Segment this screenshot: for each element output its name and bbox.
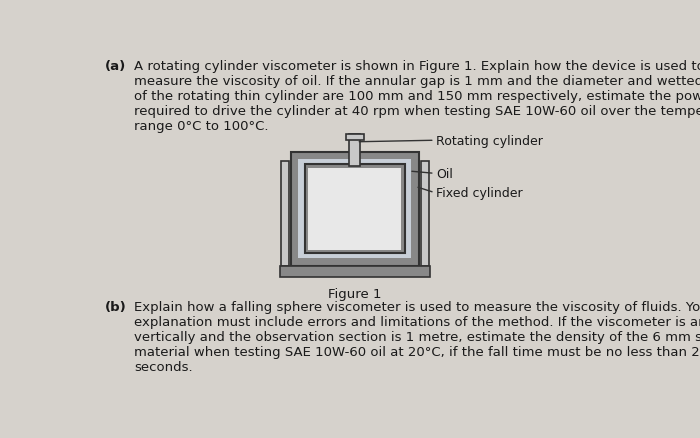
Bar [281, 162, 289, 266]
Bar [309, 169, 401, 250]
Bar [280, 266, 430, 277]
Bar [349, 135, 360, 166]
Text: Explain how a falling sphere viscometer is used to measure the viscosity of flui: Explain how a falling sphere viscometer … [134, 301, 700, 374]
Bar [346, 135, 364, 141]
Text: A rotating cylinder viscometer is shown in Figure 1. Explain how the device is u: A rotating cylinder viscometer is shown … [134, 60, 700, 133]
Bar [421, 162, 428, 266]
Bar [298, 160, 412, 258]
Text: (b): (b) [104, 301, 126, 314]
Text: Oil: Oil [436, 167, 453, 180]
Text: Rotating cylinder: Rotating cylinder [436, 134, 543, 148]
Text: Fixed cylinder: Fixed cylinder [436, 187, 523, 200]
Bar [304, 165, 405, 254]
Bar [290, 152, 419, 266]
Text: Figure 1: Figure 1 [328, 288, 382, 300]
Text: (a): (a) [104, 60, 126, 73]
